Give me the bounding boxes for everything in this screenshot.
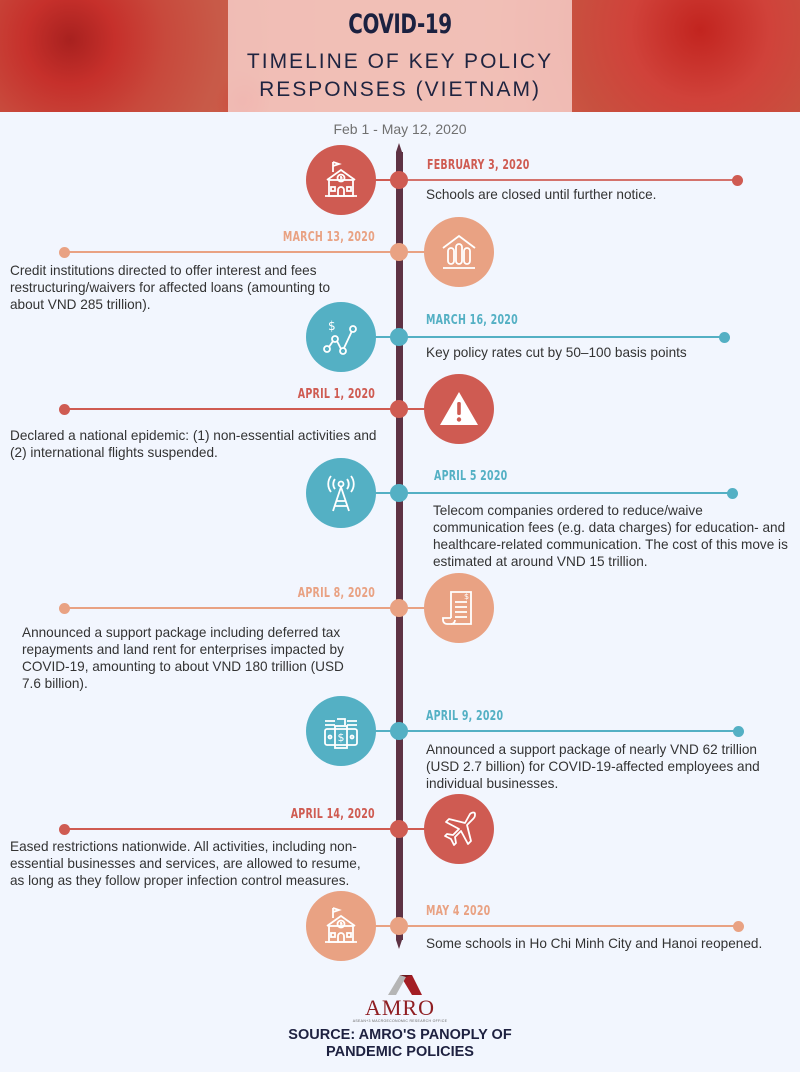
event-description: Eased restrictions nationwide. All activ… <box>10 839 361 888</box>
line-end-dot <box>59 824 70 835</box>
timeline-node <box>390 400 408 418</box>
page-subtitle-line2: RESPONSES (VIETNAM) <box>259 78 541 101</box>
event-description: Schools are closed until further notice. <box>426 187 657 202</box>
airplane-icon <box>424 794 494 864</box>
page-subtitle-line1: TIMELINE OF KEY POLICY <box>246 50 554 73</box>
connector-line <box>404 251 430 253</box>
event-line <box>65 607 395 609</box>
event-date: APRIL 1, 2020 <box>297 386 375 402</box>
timeline-node <box>390 328 408 346</box>
timeline-node <box>390 820 408 838</box>
connector-line <box>368 336 398 338</box>
amro-logo-mark <box>388 975 422 995</box>
school-icon <box>306 891 376 961</box>
source-credit: SOURCE: AMRO'S PANOPLY OF PANDEMIC POLIC… <box>0 1027 800 1061</box>
line-end-dot <box>59 404 70 415</box>
connector-line <box>404 828 430 830</box>
money-stack-icon: $ <box>306 696 376 766</box>
timeline-node <box>390 917 408 935</box>
event-description: Telecom companies ordered to reduce/waiv… <box>433 503 788 569</box>
bank-icon <box>424 217 494 287</box>
event-line <box>404 336 724 338</box>
line-end-dot <box>719 332 730 343</box>
event-description: Announced a support package of nearly VN… <box>426 742 760 791</box>
source-line1: SOURCE: AMRO'S PANOPLY OF <box>288 1027 512 1043</box>
event-date: APRIL 14, 2020 <box>290 806 375 822</box>
line-end-dot <box>733 726 744 737</box>
invoice-icon: $ <box>424 573 494 643</box>
event-line <box>404 730 738 732</box>
event-description: Key policy rates cut by 50–100 basis poi… <box>426 345 687 360</box>
event-line <box>65 408 395 410</box>
telecom-tower-icon <box>306 458 376 528</box>
connector-line <box>404 607 430 609</box>
line-end-dot <box>732 175 743 186</box>
event-description: Credit institutions directed to offer in… <box>10 263 331 312</box>
timeline-node <box>390 599 408 617</box>
timeline-arrow-bottom <box>396 940 402 949</box>
page-title: COVID-19 <box>348 9 452 40</box>
line-end-dot <box>59 603 70 614</box>
school-icon <box>306 145 376 215</box>
timeline-node <box>390 171 408 189</box>
connector-line <box>368 179 398 181</box>
event-line <box>404 179 737 181</box>
line-end-dot <box>727 488 738 499</box>
amro-logo-subtext: ASEAN+3 MACROECONOMIC RESEARCH OFFICE <box>352 1019 448 1023</box>
event-description: Announced a support package including de… <box>22 625 344 691</box>
event-description: Some schools in Ho Chi Minh City and Han… <box>426 936 763 951</box>
event-date: APRIL 5 2020 <box>434 468 508 484</box>
timeline-node <box>390 243 408 261</box>
event-line <box>404 925 738 927</box>
connector-line <box>368 492 398 494</box>
svg-text:$: $ <box>464 592 469 601</box>
line-end-dot <box>59 247 70 258</box>
event-date: FEBRUARY 3, 2020 <box>427 157 530 173</box>
line-end-dot <box>733 921 744 932</box>
connector-line <box>368 925 398 927</box>
timeline-arrow-top <box>396 143 402 152</box>
connector-line <box>368 730 398 732</box>
event-description: Declared a national epidemic: (1) non-es… <box>10 428 377 460</box>
event-line <box>65 251 395 253</box>
timeline-spine <box>396 152 403 940</box>
timeline-node <box>390 722 408 740</box>
connector-line <box>404 408 430 410</box>
event-line <box>404 492 732 494</box>
event-date: APRIL 9, 2020 <box>426 708 504 724</box>
timeline-node <box>390 484 408 502</box>
event-date: APRIL 8, 2020 <box>297 585 375 601</box>
header-banner: COVID-19 TIMELINE OF KEY POLICY RESPONSE… <box>0 0 800 112</box>
event-date: MARCH 13, 2020 <box>283 229 375 245</box>
amro-logo-text: AMRO <box>364 995 435 1020</box>
header-title-panel <box>228 0 572 112</box>
event-line <box>65 828 395 830</box>
date-range: Feb 1 - May 12, 2020 <box>333 121 467 137</box>
event-date: MARCH 16, 2020 <box>426 312 518 328</box>
warning-icon <box>424 374 494 444</box>
svg-text:$: $ <box>338 731 345 744</box>
rate-chart-icon: $ <box>306 302 376 372</box>
svg-text:$: $ <box>328 319 336 333</box>
source-line2: PANDEMIC POLICIES <box>326 1044 474 1060</box>
event-date: MAY 4 2020 <box>426 903 491 919</box>
